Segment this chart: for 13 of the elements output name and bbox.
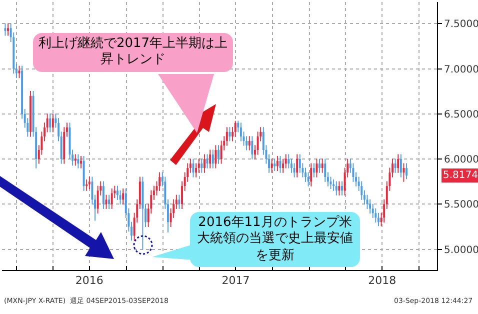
y-tick-label: 7.5000 (444, 19, 478, 30)
y-tick-label: 5.5000 (444, 200, 478, 211)
x-tick-label: 2017 (222, 274, 250, 288)
y-tick-label: 6.0000 (444, 154, 478, 166)
y-tick-label: 7.0000 (444, 64, 478, 76)
text: 5.8174 (443, 170, 478, 181)
x-tick-label: 2016 (75, 274, 104, 288)
annotation: 利上げ継続で2017年上半期は上昇トレンド (33, 33, 233, 72)
annotation: 2016年11月のトランプ米大統領の当選で史上最安値を更新 (190, 212, 360, 267)
y-tick-label: 5.0000 (444, 244, 478, 256)
candlestick (74, 154, 76, 166)
x-tick-label: 2018 (368, 274, 396, 288)
y-tick-label: 6.5000 (444, 109, 478, 120)
